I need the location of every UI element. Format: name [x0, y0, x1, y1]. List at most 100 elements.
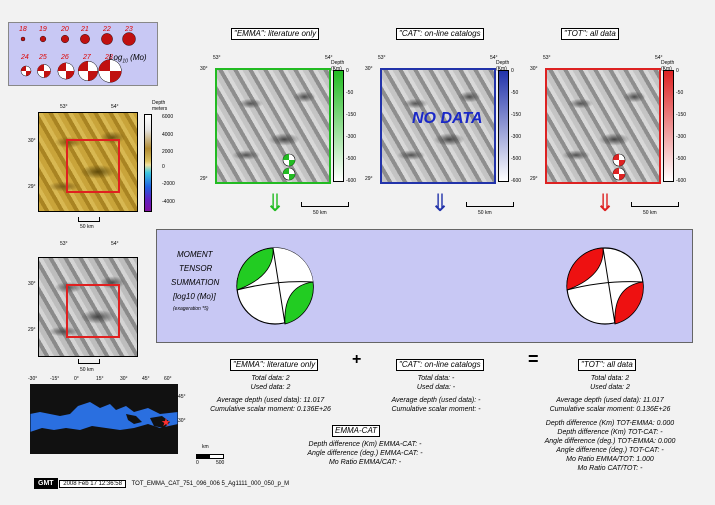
- panel-cat-depth-tick: -50: [511, 90, 519, 96]
- magnitude-label: 27: [82, 54, 92, 61]
- panel-emma-focal-mechanism: [282, 153, 296, 181]
- emma-moment: Cumulative scalar moment: 0.136E+26: [210, 406, 331, 413]
- equals-operator: =: [528, 349, 539, 369]
- panel-cat-scale-label: 50 km: [478, 210, 492, 216]
- relief-region-box: [66, 284, 120, 338]
- panel-tot-depth-tick: -150: [676, 112, 687, 118]
- panel-tot-title: "TOT": all data: [561, 28, 619, 40]
- panel-cat-title: "CAT": on-line catalogs: [396, 28, 484, 40]
- tot-diff-depth-emma: Depth difference (Km) TOT-EMMA: 0.000: [545, 420, 675, 427]
- summation-line2: TENSOR: [179, 264, 213, 273]
- panel-emma-depth-colorbar: [333, 70, 344, 182]
- emma-cat-title: EMMA-CAT: [332, 425, 381, 437]
- topo-lat-tick: 29°: [28, 184, 36, 190]
- topo-colorbar-tick: 6000: [162, 114, 174, 120]
- panel-tot-arrow: ⇓: [595, 190, 616, 217]
- tot-total: Total data: 2: [590, 375, 630, 382]
- summation-line5: (exageration *5): [173, 306, 209, 312]
- magnitude-symbol: [57, 62, 75, 80]
- emma-stats-title: "EMMA": literature only: [230, 359, 319, 371]
- world-scale-unit: km: [202, 444, 209, 450]
- relief-lat-tick: 29°: [28, 327, 36, 333]
- magnitude-symbol: [122, 32, 136, 46]
- panel-emma-lon-tick: 53°: [213, 55, 221, 61]
- magnitude-symbol: [20, 36, 26, 42]
- tot-diff-angle-cat: Angle difference (deg.) TOT-CAT: -: [556, 447, 664, 454]
- relief-map-image: [38, 257, 138, 357]
- panel-cat-depth-tick: 0: [511, 68, 514, 74]
- topo-colorbar-title: Depth: [152, 100, 166, 106]
- world-lat-tick: 45°: [178, 394, 186, 400]
- panel-tot-lon-tick: 53°: [543, 55, 551, 61]
- footer: GMT 2008 Feb 17 12:36:58 TOT_EMMA_CAT_75…: [34, 478, 289, 490]
- panel-cat-scale-bar: [466, 202, 514, 207]
- panel-tot-depth-tick: -50: [676, 90, 684, 96]
- topo-colorbar-tick: 0: [162, 164, 165, 170]
- panel-tot-depth-tick: -500: [676, 156, 687, 162]
- panel-cat-lon-tick: 54°: [490, 55, 498, 61]
- tot-used: Used data: 2: [590, 384, 630, 391]
- panel-emma-depth-tick: 0: [346, 68, 349, 74]
- panel-tot-depth-tick: -300: [676, 134, 687, 140]
- summation-line4: [log10 (Mo)]: [173, 292, 216, 301]
- panel-cat-depth-tick: -500: [511, 156, 522, 162]
- relief-lat-tick: 30°: [28, 281, 36, 287]
- magnitude-label: 22: [102, 26, 111, 33]
- tot-stats-title: "TOT": all data: [578, 359, 636, 371]
- panel-emma: "EMMA": literature only 53° 54° 30° 29° …: [200, 22, 363, 222]
- panel-emma-arrow: ⇓: [265, 190, 286, 217]
- svg-text:★: ★: [161, 416, 171, 429]
- magnitude-symbol: [20, 65, 32, 77]
- topo-lon-tick: 53°: [60, 104, 68, 110]
- panel-emma-map: [215, 68, 331, 184]
- relief-map: 53° 54° 30° 29° 50 km: [28, 237, 148, 377]
- magnitude-label: 26: [60, 54, 69, 61]
- magnitude-symbol: [101, 33, 113, 45]
- emma-cat-stats: Depth difference (Km) EMMA-CAT: - Angle …: [290, 440, 440, 467]
- panel-cat-depth-title: Depth (Km): [496, 60, 510, 72]
- summation-beachball-tot: [566, 247, 644, 325]
- footer-filename: TOT_EMMA_CAT_751_096_006 5_Ag1111_000_05…: [131, 481, 290, 487]
- world-lon-tick: 45°: [142, 376, 150, 382]
- panel-emma-scale-bar: [301, 202, 349, 207]
- panel-emma-title: "EMMA": literature only: [231, 28, 320, 40]
- panel-tot-depth-tick: -600: [676, 178, 687, 184]
- magnitude-symbol: [61, 34, 70, 43]
- magnitude-label: 23: [124, 26, 133, 33]
- tot-mo-ratio-emma: Mo Ratio EMMA/TOT: 1.000: [566, 456, 654, 463]
- emma-cat-mo-ratio: Mo Ratio EMMA/CAT: -: [328, 459, 402, 466]
- tot-avg-depth: Average depth (used data): 11.017: [556, 397, 664, 404]
- topo-lat-tick: 30°: [28, 138, 36, 144]
- emma-total: Total data: 2: [251, 375, 290, 382]
- relief-scale-label: 50 km: [80, 367, 94, 373]
- topo-scale-label: 50 km: [80, 224, 94, 230]
- relief-lon-tick: 53°: [60, 241, 68, 247]
- plus-operator: +: [352, 351, 362, 368]
- tot-mo-ratio-cat: Mo Ratio CAT/TOT: -: [577, 465, 643, 472]
- panel-tot-depth-tick: 0: [676, 68, 679, 74]
- emma-cat-angle-diff: Angle difference (deg.) EMMA-CAT: -: [307, 450, 423, 457]
- cat-stats: Total data: - Used data: - Average depth…: [386, 374, 486, 414]
- emma-cat-depth-diff: Depth difference (Km) EMMA-CAT: -: [308, 441, 422, 448]
- panel-cat-overlay: NO DATA: [412, 110, 483, 127]
- world-lon-tick: -15°: [50, 376, 60, 382]
- panel-emma-lat-tick: 30°: [200, 66, 208, 72]
- emma-used: Used data: 2: [250, 384, 291, 391]
- world-lat-tick: 30°: [178, 418, 186, 424]
- magnitude-label: 18: [19, 26, 27, 33]
- topo-lon-tick: 54°: [111, 104, 119, 110]
- world-lon-tick: 60°: [164, 376, 172, 382]
- summation-line1: MOMENT: [177, 250, 213, 259]
- panel-emma-depth-tick: -150: [346, 112, 357, 118]
- panel-cat-depth-tick: -600: [511, 178, 522, 184]
- panel-tot-map: [545, 68, 661, 184]
- panel-emma-depth-title: Depth (Km): [331, 60, 345, 72]
- summation-line3: SUMMATION: [171, 278, 220, 287]
- magnitude-symbol: [80, 34, 90, 44]
- panel-cat-depth-tick: -150: [511, 112, 522, 118]
- summation-beachball-emma: [236, 247, 314, 325]
- world-lon-tick: 15°: [96, 376, 104, 382]
- cat-used: Used data: -: [416, 384, 456, 391]
- magnitude-label: 20: [60, 26, 69, 33]
- magnitude-label: 21: [80, 26, 89, 33]
